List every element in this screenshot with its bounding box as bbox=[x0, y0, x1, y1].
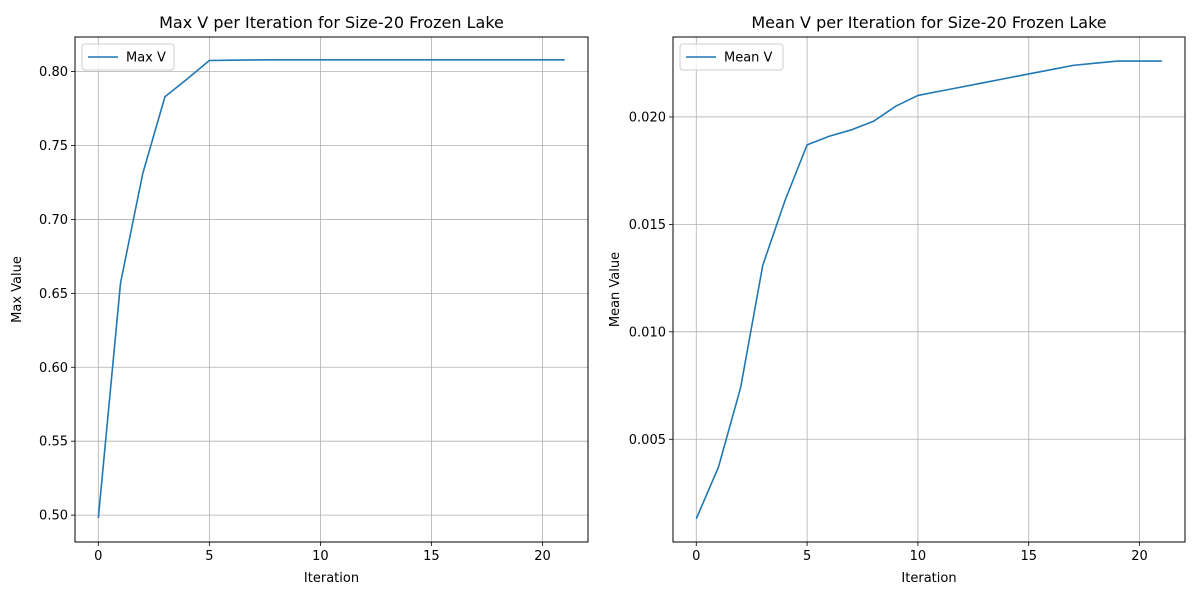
x-tick-label: 10 bbox=[312, 549, 329, 564]
x-tick-label: 5 bbox=[205, 549, 213, 564]
legend: Mean V bbox=[679, 43, 784, 71]
y-tick-label: 0.80 bbox=[39, 65, 68, 80]
legend-box bbox=[679, 43, 784, 71]
mean-v-chart: 0 5 10 15 20 0.005 0.010 0.015 0.020 Mean V per … bbox=[608, 13, 1186, 586]
x-tick-label: 0 bbox=[94, 549, 102, 564]
x-tick-label: 10 bbox=[910, 549, 927, 564]
plot-frame bbox=[74, 36, 589, 543]
plot-frame bbox=[672, 36, 1186, 543]
series-line-mean-v bbox=[695, 60, 1162, 520]
chart-title: Mean V per Iteration for Size-20 Frozen … bbox=[751, 13, 1106, 32]
y-tick-label: 0.005 bbox=[629, 433, 666, 448]
y-tick-label: 0.65 bbox=[39, 287, 68, 302]
y-axis-label: Max Value bbox=[10, 256, 25, 323]
y-tick-label: 0.55 bbox=[39, 435, 68, 450]
x-axis-label: Iteration bbox=[901, 571, 956, 586]
y-tick-label: 0.70 bbox=[39, 213, 68, 228]
x-tick-label: 0 bbox=[692, 549, 700, 564]
legend-label-max-v: Max V bbox=[126, 51, 166, 66]
x-tick-label: 15 bbox=[1020, 549, 1037, 564]
legend-label-mean-v: Mean V bbox=[724, 51, 773, 66]
y-tick-label: 0.60 bbox=[39, 361, 68, 376]
x-tick-label: 20 bbox=[534, 549, 551, 564]
y-tick-label: 0.010 bbox=[629, 325, 666, 340]
series-line-max-v bbox=[97, 58, 565, 519]
legend: Max V bbox=[81, 43, 175, 71]
x-tick-label: 20 bbox=[1131, 549, 1148, 564]
y-axis-label: Mean Value bbox=[608, 252, 623, 327]
y-tick-label: 0.020 bbox=[629, 110, 666, 125]
y-tick-label: 0.50 bbox=[39, 509, 68, 524]
x-tick-label: 5 bbox=[803, 549, 811, 564]
y-tick-label: 0.015 bbox=[629, 218, 666, 233]
x-axis-label: Iteration bbox=[304, 571, 359, 586]
y-tick-label: 0.75 bbox=[39, 139, 68, 154]
max-v-chart: 0 5 10 15 20 0.50 0.55 0.60 0.65 0.70 0.75 0.80 Max… bbox=[10, 13, 589, 586]
x-tick-label: 15 bbox=[423, 549, 440, 564]
legend-box bbox=[81, 43, 175, 71]
chart-title: Max V per Iteration for Size-20 Frozen L… bbox=[159, 13, 504, 32]
